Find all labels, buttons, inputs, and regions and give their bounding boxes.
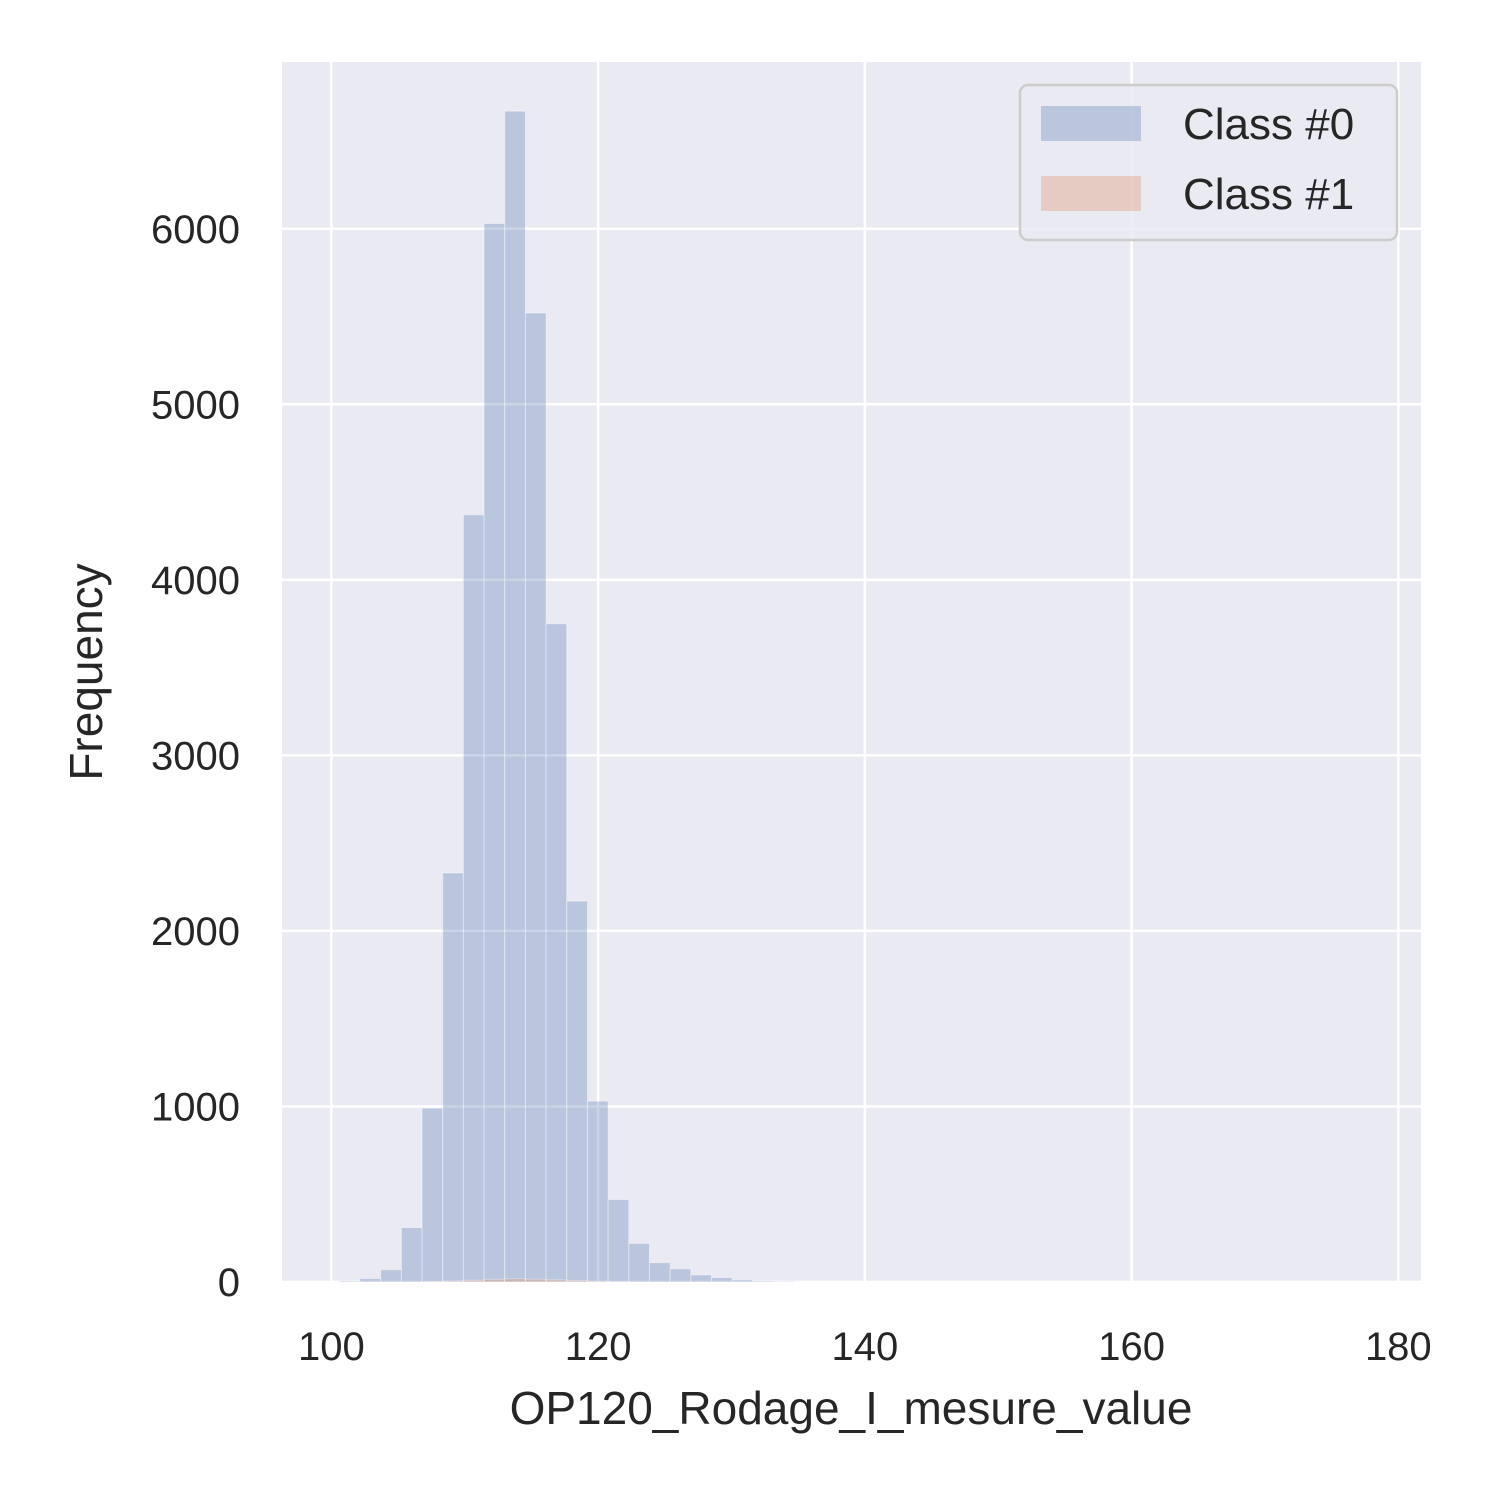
bar-class-0 — [731, 1279, 754, 1283]
bar-class-0 — [607, 1198, 630, 1283]
plot-background — [282, 62, 1421, 1282]
x-tick-labels: 100 120 140 160 180 — [298, 1325, 1432, 1369]
bar-class-1 — [504, 1278, 526, 1283]
bar-class-0 — [752, 1280, 774, 1283]
bar-class-1 — [524, 1278, 547, 1283]
x-tick-label: 100 — [298, 1325, 365, 1369]
bar-class-0 — [421, 1107, 444, 1283]
bar-class-0 — [669, 1268, 692, 1283]
bar-class-0 — [628, 1242, 650, 1283]
x-tick-label: 140 — [831, 1325, 898, 1369]
legend-label-class-1: Class #1 — [1183, 170, 1354, 219]
legend: Class #0 Class #1 — [1018, 83, 1399, 242]
y-tick-label: 2000 — [151, 910, 240, 954]
legend-swatch-class-0 — [1041, 106, 1141, 141]
bar-class-1 — [566, 1280, 588, 1283]
bar-class-0 — [338, 1280, 361, 1283]
y-tick-label: 5000 — [151, 383, 240, 427]
bar-class-0 — [400, 1227, 423, 1283]
bar-class-0 — [442, 872, 464, 1283]
x-tick-label: 160 — [1098, 1325, 1165, 1369]
y-axis-label: Frequency — [60, 563, 112, 780]
bar-class-1 — [462, 1279, 485, 1283]
y-tick-label: 6000 — [151, 208, 240, 252]
x-tick-label: 120 — [565, 1325, 632, 1369]
bar-class-0 — [545, 623, 568, 1283]
legend-swatch-class-1 — [1041, 176, 1141, 211]
bar-class-0 — [648, 1262, 671, 1283]
bar-class-0 — [772, 1280, 795, 1283]
bar-class-0 — [359, 1277, 382, 1283]
legend-label-class-0: Class #0 — [1183, 100, 1354, 149]
x-axis-label: OP120_Rodage_I_mesure_value — [510, 1382, 1193, 1434]
bar-class-0 — [504, 110, 526, 1283]
bar-class-1 — [483, 1278, 506, 1283]
bar-class-0 — [690, 1274, 712, 1283]
bar-class-1 — [586, 1280, 609, 1283]
bar-class-0 — [462, 514, 485, 1283]
bar-class-0 — [524, 312, 547, 1283]
bar-class-0 — [380, 1269, 402, 1283]
y-tick-label: 4000 — [151, 559, 240, 603]
grid-lines — [282, 62, 1421, 1284]
legend-box — [1018, 83, 1399, 242]
y-tick-label: 1000 — [151, 1085, 240, 1129]
bar-class-0 — [710, 1277, 733, 1283]
bar-class-0 — [566, 900, 588, 1283]
histogram-bars — [338, 110, 795, 1283]
bar-class-0 — [483, 222, 506, 1283]
y-tick-labels: 0 1000 2000 3000 4000 5000 6000 — [151, 208, 240, 1305]
y-tick-label: 0 — [218, 1261, 240, 1305]
y-tick-label: 3000 — [151, 734, 240, 778]
bar-class-1 — [442, 1280, 464, 1283]
x-tick-label: 180 — [1365, 1325, 1432, 1369]
bar-class-0 — [586, 1100, 609, 1283]
bar-class-1 — [545, 1279, 568, 1283]
